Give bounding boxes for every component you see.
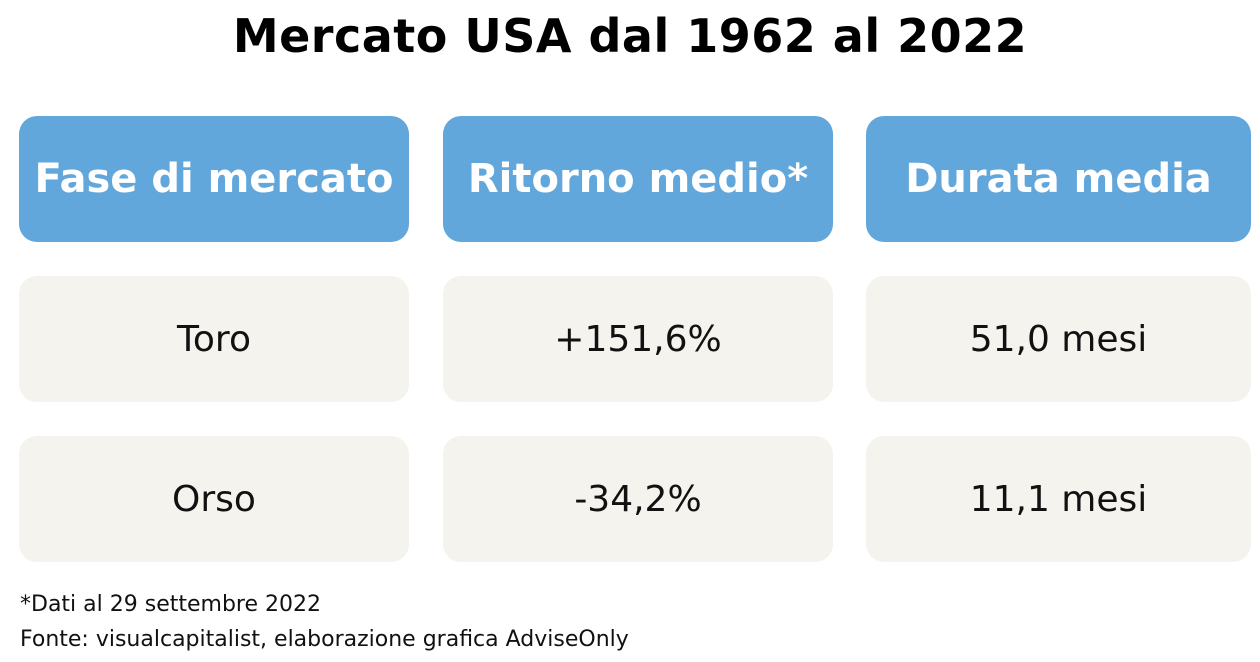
chart-title: Mercato USA dal 1962 al 2022: [232, 9, 1028, 63]
table-cell-phase-bull: Toro: [19, 276, 409, 402]
data-date-footnote: *Dati al 29 settembre 2022: [20, 592, 321, 617]
table-cell-return-bull: +151,6%: [443, 276, 833, 402]
column-header-phase: Fase di mercato: [19, 116, 409, 242]
column-header-duration: Durata media: [866, 116, 1251, 242]
table-cell-duration-bear: 11,1 mesi: [866, 436, 1251, 562]
table-cell-return-bear: -34,2%: [443, 436, 833, 562]
table-cell-phase-bear: Orso: [19, 436, 409, 562]
column-header-return: Ritorno medio*: [443, 116, 833, 242]
table-cell-duration-bull: 51,0 mesi: [866, 276, 1251, 402]
source-footnote: Fonte: visualcapitalist, elaborazione gr…: [20, 627, 629, 652]
